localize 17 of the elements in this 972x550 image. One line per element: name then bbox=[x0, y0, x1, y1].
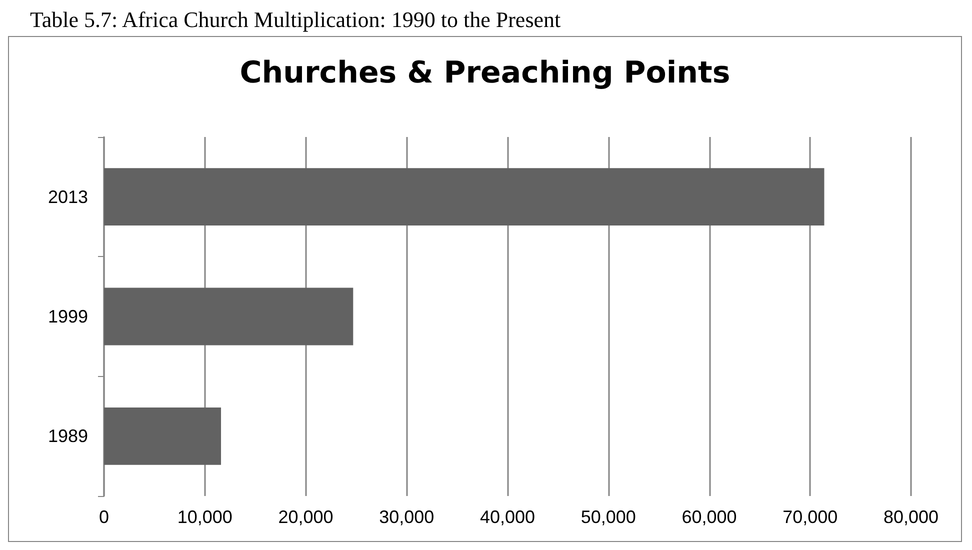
x-tick-label: 40,000 bbox=[480, 507, 536, 527]
bar bbox=[104, 407, 222, 465]
x-tick-label: 20,000 bbox=[278, 507, 334, 527]
x-tick-label: 70,000 bbox=[782, 507, 838, 527]
x-tick-label: 0 bbox=[98, 507, 110, 527]
x-tick-label: 50,000 bbox=[580, 507, 636, 527]
y-tick-label: 1999 bbox=[48, 306, 88, 326]
chart-title: Churches & Preaching Points bbox=[240, 56, 730, 90]
x-tick-label: 60,000 bbox=[682, 507, 737, 527]
y-tick-label: 2013 bbox=[48, 186, 88, 207]
x-tick-label: 80,000 bbox=[883, 507, 939, 527]
y-tick-label: 1989 bbox=[48, 426, 88, 446]
caption: Table 5.7: Africa Church Multiplication: 1990 to the Present bbox=[29, 7, 562, 32]
bar bbox=[104, 168, 824, 226]
x-tick-label: 30,000 bbox=[379, 507, 434, 527]
x-tick-label: 10,000 bbox=[177, 507, 232, 527]
bar bbox=[104, 288, 354, 346]
